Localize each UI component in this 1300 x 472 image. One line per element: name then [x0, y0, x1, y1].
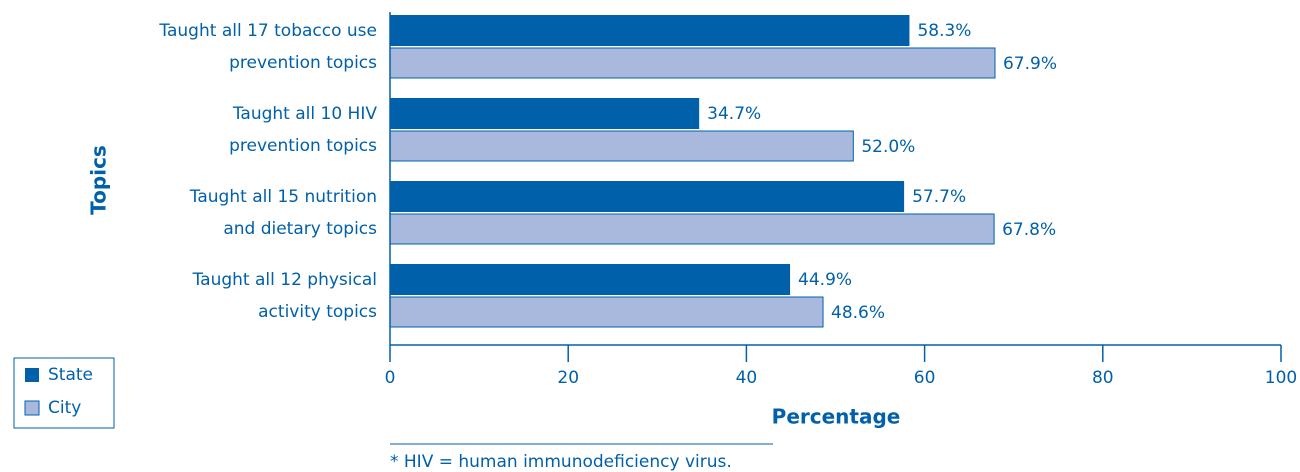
footnote: * HIV = human immunodeficiency virus.: [390, 452, 732, 472]
bar: [389, 213, 995, 245]
value-label: 58.3%: [917, 21, 971, 41]
x-tick-label: 80: [1092, 368, 1114, 388]
y-tick-label: prevention topics: [229, 136, 377, 156]
legend-swatch: [24, 400, 40, 416]
y-tick-label: Taught all 12 physical: [192, 270, 377, 290]
bar: [389, 296, 824, 328]
bar: [390, 98, 700, 129]
y-tick-label: prevention topics: [229, 53, 377, 73]
bar: [390, 264, 791, 295]
bar: [390, 181, 905, 212]
legend-label: City: [48, 398, 81, 418]
bar: [389, 130, 854, 162]
x-tick-label: 100: [1265, 368, 1297, 388]
x-tick-label: 40: [736, 368, 758, 388]
y-tick-label: Taught all 17 tobacco use: [158, 21, 377, 41]
value-label: 44.9%: [798, 270, 852, 290]
y-axis-label: Topics: [87, 145, 111, 215]
legend-box: [13, 357, 115, 429]
y-tick-label: Taught all 10 HIV: [232, 104, 377, 124]
y-tick-label: and dietary topics: [223, 219, 377, 239]
value-label: 57.7%: [912, 187, 966, 207]
x-tick-label: 60: [914, 368, 936, 388]
value-label: 48.6%: [831, 303, 885, 323]
value-label: 67.9%: [1003, 54, 1057, 74]
x-tick-label: 0: [385, 368, 396, 388]
value-label: 52.0%: [861, 137, 915, 157]
legend-swatch: [25, 368, 39, 382]
y-tick-label: activity topics: [258, 302, 377, 322]
y-tick-label: Taught all 15 nutrition: [189, 187, 377, 207]
value-label: 34.7%: [707, 104, 761, 124]
value-label: 67.8%: [1002, 220, 1056, 240]
legend-label: State: [48, 365, 93, 385]
x-axis-label: Percentage: [772, 405, 901, 429]
x-tick-label: 20: [557, 368, 579, 388]
bar: [390, 15, 910, 46]
bar: [389, 47, 996, 79]
